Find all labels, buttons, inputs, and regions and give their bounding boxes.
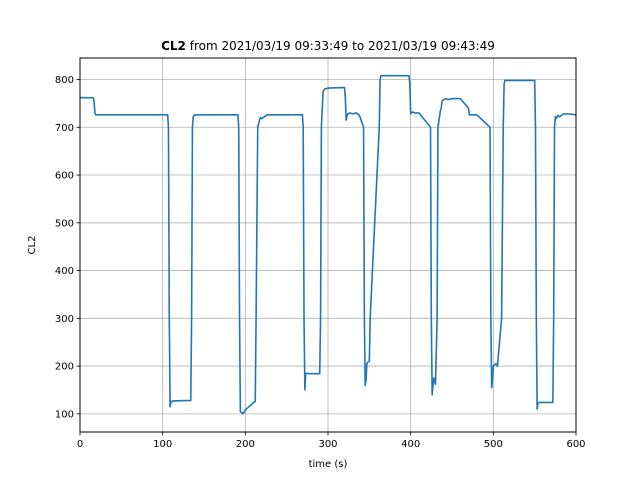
y-tick-label: 400 bbox=[55, 266, 74, 277]
y-tick-label: 500 bbox=[55, 218, 74, 229]
x-tick-label: 600 bbox=[566, 439, 585, 450]
x-tick-label: 200 bbox=[236, 439, 255, 450]
y-tick-label: 700 bbox=[55, 123, 74, 134]
chart-title-rest: from 2021/03/19 09:33:49 to 2021/03/19 0… bbox=[186, 39, 495, 53]
axis-ticks: 0 100 200 300 400 500 600 100 200 300 400 500 600 700… bbox=[55, 75, 586, 450]
grid-lines bbox=[79, 58, 577, 432]
x-tick-label: 400 bbox=[401, 439, 420, 450]
x-tick-label: 500 bbox=[484, 439, 503, 450]
x-axis-label: time (s) bbox=[309, 459, 348, 470]
series-line-1 bbox=[80, 74, 577, 415]
y-tick-label: 600 bbox=[55, 171, 74, 182]
y-tick-label: 300 bbox=[55, 314, 74, 325]
chart-title-bold: CL2 bbox=[161, 39, 186, 53]
y-tick-label: 100 bbox=[55, 409, 74, 420]
y-tick-label: 200 bbox=[55, 362, 74, 373]
data-series bbox=[80, 74, 577, 415]
y-tick-label: 800 bbox=[55, 75, 74, 86]
x-tick-label: 0 bbox=[77, 439, 83, 450]
x-tick-label: 300 bbox=[318, 439, 337, 450]
chart-title: CL2 from 2021/03/19 09:33:49 to 2021/03/… bbox=[161, 39, 495, 53]
y-axis-label: CL2 bbox=[27, 236, 38, 255]
x-tick-label: 100 bbox=[153, 439, 172, 450]
